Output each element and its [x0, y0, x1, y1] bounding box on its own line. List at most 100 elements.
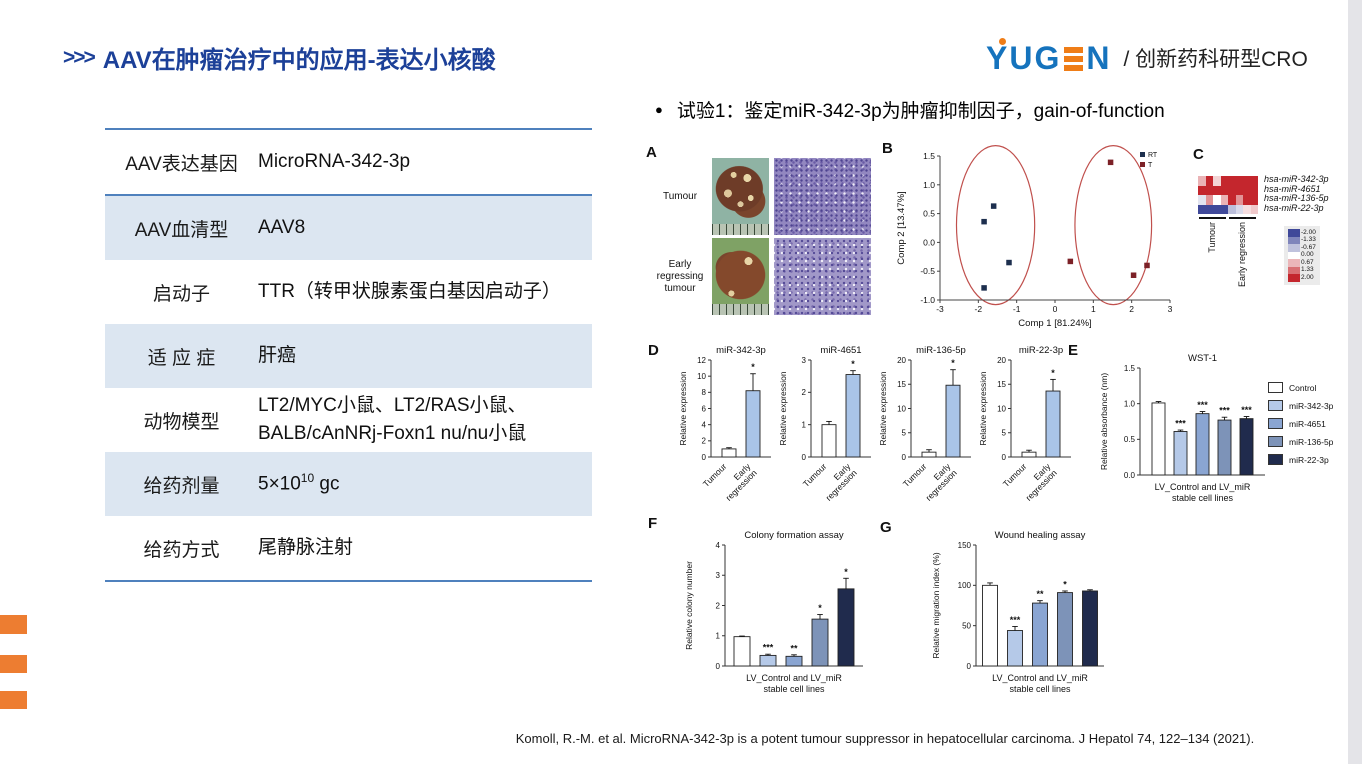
heatmap-cell [1198, 176, 1206, 186]
heatmap-cell [1228, 185, 1236, 195]
bar [721, 448, 737, 458]
heatmap-row-labels: hsa-miR-342-3p hsa-miR-4651 hsa-miR-136-5p… [1264, 174, 1329, 213]
heatmap-cell [1220, 176, 1228, 186]
svg-text:0: 0 [1053, 304, 1058, 314]
svg-text:100: 100 [958, 581, 972, 590]
heatmap-cell [1198, 204, 1206, 214]
expr_mir22-svg: 0 5 10 15 20 miR-22-3p Relative expression Tumo… [978, 345, 1071, 503]
svg-text:1: 1 [802, 420, 807, 429]
svg-text:10: 10 [897, 404, 906, 413]
svg-text:-0.5: -0.5 [920, 266, 935, 276]
table-row-label: 给药剂量 [143, 475, 220, 497]
svg-text:LV_Control and LV_miR: LV_Control and LV_miR [746, 673, 842, 683]
color-scale-entry: 1.33 [1288, 266, 1316, 274]
svg-text:2: 2 [1129, 304, 1134, 314]
svg-text:***: *** [1219, 406, 1230, 416]
bar [1045, 390, 1061, 458]
scatter-point [1144, 262, 1150, 269]
svg-text:miR-136-5p: miR-136-5p [916, 345, 966, 356]
svg-text:3: 3 [1168, 304, 1173, 314]
heatmap-cell [1250, 185, 1258, 195]
table-row-label: 启动子 [152, 283, 210, 305]
logo-letter-n: N [1086, 40, 1112, 76]
heatmap-group-label: Early regression [1237, 222, 1247, 288]
figure-panel-a: A Tumour Early regressing tumour [646, 142, 878, 322]
tumour-image-row: Tumour [648, 158, 871, 235]
bar [845, 374, 861, 458]
color-scale-entry: -2.00 [1288, 229, 1316, 237]
bar [945, 384, 961, 458]
mirna-heatmap: hsa-miR-342-3p hsa-miR-4651 hsa-miR-136-5p… [1188, 142, 1358, 337]
svg-text:0.5: 0.5 [1124, 435, 1136, 444]
svg-text:Colony formation assay: Colony formation assay [744, 530, 844, 541]
panel-c-label: C [1193, 146, 1204, 163]
heatmap-cell [1213, 195, 1221, 205]
svg-text:1.5: 1.5 [1124, 364, 1136, 373]
svg-text:2: 2 [702, 437, 707, 446]
legend-entry: Control [1268, 382, 1333, 393]
bar [1082, 590, 1098, 667]
svg-text:1: 1 [1091, 304, 1096, 314]
svg-text:Comp 2 [13.47%]: Comp 2 [13.47%] [896, 191, 907, 264]
svg-text:20: 20 [897, 356, 906, 365]
bar [1021, 451, 1037, 458]
heatmap-cell [1205, 204, 1213, 214]
svg-text:*: * [844, 567, 848, 577]
svg-text:**: ** [1036, 589, 1044, 599]
experiment-text: 试验1：鉴定miR-342-3p为肿瘤抑制因子，gain-of-function [676, 101, 1165, 122]
legend-entry: miR-22-3p [1268, 454, 1333, 465]
colony_formation-svg: 0 1 2 3 4 Colony formation assay Relative colo… [684, 530, 863, 694]
heatmap-cell [1250, 176, 1258, 186]
table-row: 启动子 TTR（转甲状腺素蛋白基因启动子） [105, 260, 592, 324]
figure-panel-f: F 0 1 2 3 4 Colony formation assay Relative co… [645, 515, 875, 715]
heatmap-cell [1243, 204, 1251, 214]
svg-text:miR-4651: miR-4651 [820, 345, 861, 356]
wst1-bar-chart: 0.0 0.5 1.0 1.5 WST-1 Relative absorbance (nm… [1098, 350, 1273, 520]
figure-panel-c: C hsa-miR-342-3p hsa-miR-4651 hsa-miR-136-… [1188, 142, 1358, 337]
svg-text:Wound healing assay: Wound healing assay [995, 530, 1086, 541]
svg-text:Tumour: Tumour [701, 461, 729, 489]
svg-text:*: * [851, 359, 855, 369]
svg-text:0: 0 [902, 453, 907, 462]
svg-text:0.0: 0.0 [923, 237, 935, 247]
svg-text:*: * [1051, 368, 1055, 378]
wst1-svg: 0.0 0.5 1.0 1.5 WST-1 Relative absorbance (nm… [1099, 353, 1265, 503]
heatmap-cell [1205, 195, 1213, 205]
svg-text:***: *** [1197, 400, 1208, 410]
heatmap-cell [1228, 204, 1236, 214]
bar [1057, 592, 1073, 667]
panel-f-label: F [648, 515, 658, 532]
right-edge-strip [1348, 0, 1362, 764]
color-scale-entry: -0.67 [1288, 244, 1316, 252]
svg-text:-1: -1 [1013, 304, 1021, 314]
color-scale-entry: 2.00 [1288, 274, 1316, 282]
heatmap-cell [1235, 204, 1243, 214]
svg-text:1: 1 [716, 632, 721, 641]
expr_mir342-svg: 0 2 4 6 8 10 12 miR-342-3p Relative expression Tu… [678, 345, 771, 503]
panel-d-label: D [648, 342, 659, 359]
mir-342-3p-expression-chart: 0 2 4 6 8 10 12 miR-342-3p Relative expression Tu… [677, 344, 777, 524]
svg-text:RT: RT [1148, 152, 1158, 159]
svg-text:Relative expression: Relative expression [978, 371, 988, 445]
table-row-label: AAV血清型 [134, 219, 229, 241]
svg-text:WST-1: WST-1 [1188, 353, 1217, 364]
panel-g-label: G [880, 519, 892, 536]
legend-entry: miR-342-3p [1268, 400, 1333, 411]
wound-healing-chart: 0 50 100 150 Wound healing assay Relative mig… [930, 523, 1120, 713]
svg-text:LV_Control and LV_miR: LV_Control and LV_miR [1155, 482, 1251, 492]
table-row-value: MicroRNA-342-3p [258, 151, 411, 173]
svg-text:-1.0: -1.0 [920, 295, 935, 305]
svg-text:2: 2 [716, 601, 721, 610]
heatmap-cell [1205, 176, 1213, 186]
color-scale-entry: 0.00 [1288, 251, 1316, 259]
bar [821, 424, 837, 458]
svg-text:Comp 1 [81.24%]: Comp 1 [81.24%] [1018, 318, 1091, 329]
heatmap-cell [1250, 195, 1258, 205]
svg-text:***: *** [763, 643, 774, 653]
legend-entry: miR-4651 [1268, 418, 1333, 429]
svg-text:3: 3 [716, 571, 721, 580]
heatmap-cell [1213, 176, 1221, 186]
svg-text:Relative expression: Relative expression [778, 371, 788, 445]
svg-text:1.0: 1.0 [923, 180, 935, 190]
